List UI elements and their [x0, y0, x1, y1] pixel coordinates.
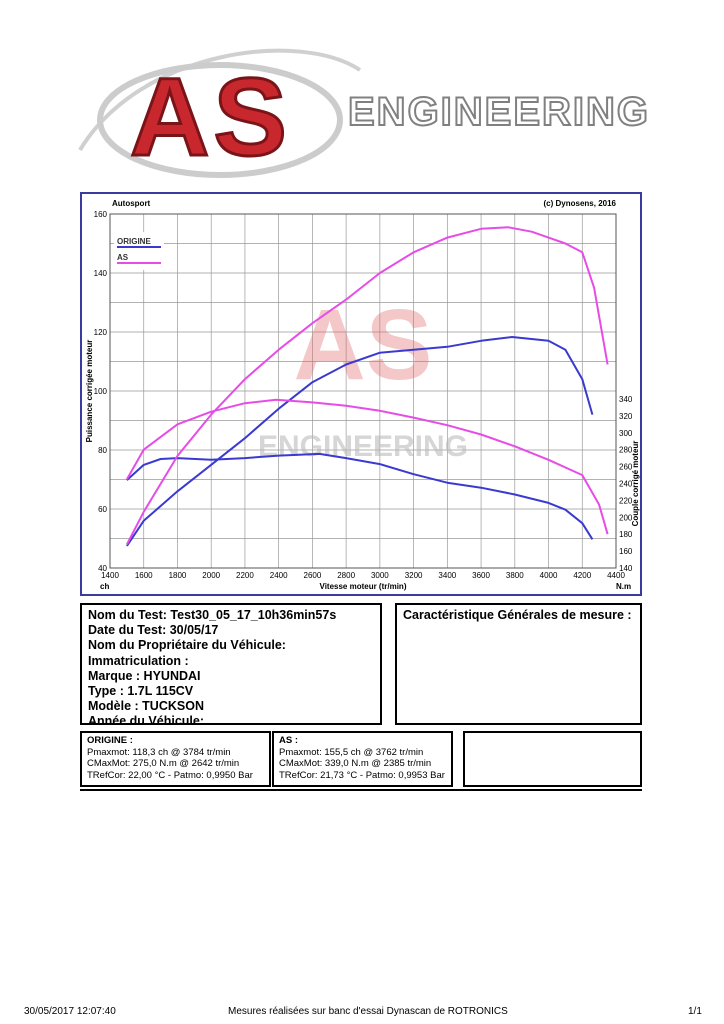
dyno-chart-svg: Autosport (c) Dynosens, 2016 40 60 80 100 120 1…: [85, 199, 640, 591]
legend-label: ORIGINE: [117, 237, 151, 246]
x-tick-label: 3000: [371, 571, 389, 580]
test-date: Date du Test: 30/05/17: [88, 623, 219, 638]
test-info-box: Nom du Test: Test30_05_17_10h36min57s Da…: [80, 603, 382, 728]
vehicle-type: Type : 1.7L 115CV: [88, 684, 194, 699]
characteristics-box: Caractéristique Générales de mesure :: [395, 603, 642, 725]
y-tick-label-right: 220: [619, 496, 633, 505]
vehicle-model: Modèle : TUCKSON: [88, 699, 204, 714]
x-tick-label: 4200: [573, 571, 591, 580]
x-tick-label: 2600: [304, 571, 322, 580]
x-tick-label: 4400: [607, 571, 625, 580]
right-axis-label: Couple corrigé moteur: [631, 441, 640, 527]
footer-page: 1/1: [688, 1006, 702, 1017]
plot-border: [109, 213, 617, 569]
y-tick-label-right: 180: [619, 530, 633, 539]
series-line-as-torque: [126, 398, 609, 535]
measure-origine-cmax: CMaxMot: 275,0 N.m @ 2642 tr/min: [87, 758, 240, 769]
vehicle-brand: Marque : HYUNDAI: [88, 668, 201, 683]
x-tick-label: 2400: [270, 571, 288, 580]
measure-origine-pmax: Pmaxmot: 118,3 ch @ 3784 tr/min: [87, 746, 231, 758]
x-tick-label: 2000: [202, 571, 220, 580]
y-tick-label-left: 80: [98, 446, 107, 455]
measure-as-box: AS : Pmaxmot: 155,5 ch @ 3762 tr/min CMa…: [272, 731, 453, 787]
footer-datetime: 30/05/2017 12:07:40: [24, 1006, 116, 1017]
y-tick-label-right: 140: [619, 564, 633, 573]
chart-header-left: Autosport: [112, 199, 151, 208]
y-tick-label-right: 340: [619, 395, 633, 404]
x-tick-label: 1800: [169, 571, 187, 580]
plate-number: Immatriculation :: [88, 653, 189, 668]
right-unit-label: N.m: [616, 582, 631, 591]
y-tick-label-left: 40: [98, 564, 107, 573]
measure-as-title: AS :: [279, 735, 298, 746]
x-axis-label: Vitesse moteur (tr/min): [320, 582, 407, 591]
logo-ring: [97, 62, 343, 178]
y-tick-label-right: 280: [619, 446, 633, 455]
y-tick-label-left: 160: [94, 210, 108, 219]
y-tick-label-right: 160: [619, 547, 633, 556]
x-tick-label: 4000: [540, 571, 558, 580]
measure-as-cmax: CMaxMot: 339,0 N.m @ 2385 tr/min: [279, 758, 432, 769]
measure-origine-title: ORIGINE :: [87, 735, 133, 746]
y-tick-label-right: 240: [619, 480, 633, 489]
y-tick-label-left: 120: [94, 328, 108, 337]
measure-origine-tref: TRefCor: 22,00 °C - Patmo: 0,9950 Bar: [87, 769, 253, 781]
y-tick-label-left: 100: [94, 387, 108, 396]
x-tick-label: 3400: [438, 571, 456, 580]
measure-origine-box: ORIGINE : Pmaxmot: 118,3 ch @ 3784 tr/mi…: [80, 731, 271, 787]
series-line-origine-torque: [126, 452, 594, 540]
logo-swoosh: [78, 48, 362, 152]
y-tick-label-left: 60: [98, 505, 107, 514]
watermark-wordmark: ENGINEERING: [258, 430, 468, 463]
x-tick-label: 2800: [337, 571, 355, 580]
measure-empty-box: [463, 731, 642, 787]
vehicle-year: Année du Véhicule:: [88, 714, 204, 729]
test-name: Nom du Test: Test30_05_17_10h36min57s: [88, 608, 337, 622]
measure-divider: [80, 789, 642, 791]
x-tick-label: 1600: [135, 571, 153, 580]
series-line-origine-power: [126, 336, 594, 547]
y-tick-label-right: 200: [619, 513, 633, 522]
left-unit-label: ch: [100, 582, 109, 591]
x-tick-label: 2200: [236, 571, 254, 580]
logo-wordmark: ENGINEERING: [348, 90, 650, 134]
y-tick-label-left: 140: [94, 269, 108, 278]
legend-label: AS: [117, 253, 129, 262]
owner-name: Nom du Propriétaire du Véhicule:: [88, 638, 286, 653]
x-tick-label: 3600: [472, 571, 490, 580]
x-tick-label: 1400: [101, 571, 119, 580]
series-line-as-power: [126, 226, 609, 545]
footer-note: Mesures réalisées sur banc d'essai Dynas…: [228, 1006, 508, 1017]
logo-letters: AS: [130, 56, 291, 179]
as-engineering-logo: AS ENGINEERING: [78, 48, 650, 181]
y-tick-label-right: 260: [619, 463, 633, 472]
measure-as-tref: TRefCor: 21,73 °C - Patmo: 0,9953 Bar: [279, 769, 445, 781]
watermark-letters: AS: [294, 289, 433, 401]
left-axis-label: Puissance corrigée moteur: [85, 340, 94, 443]
dyno-chart: Autosport (c) Dynosens, 2016 40 60 80 100 120 1…: [80, 192, 642, 596]
chart-header-right: (c) Dynosens, 2016: [544, 199, 617, 208]
characteristics-title: Caractéristique Générales de mesure :: [403, 608, 632, 622]
x-tick-label: 3800: [506, 571, 524, 580]
y-tick-label-right: 320: [619, 412, 633, 421]
x-tick-label: 3200: [405, 571, 423, 580]
y-tick-label-right: 300: [619, 429, 633, 438]
measure-as-pmax: Pmaxmot: 155,5 ch @ 3762 tr/min: [279, 746, 424, 758]
